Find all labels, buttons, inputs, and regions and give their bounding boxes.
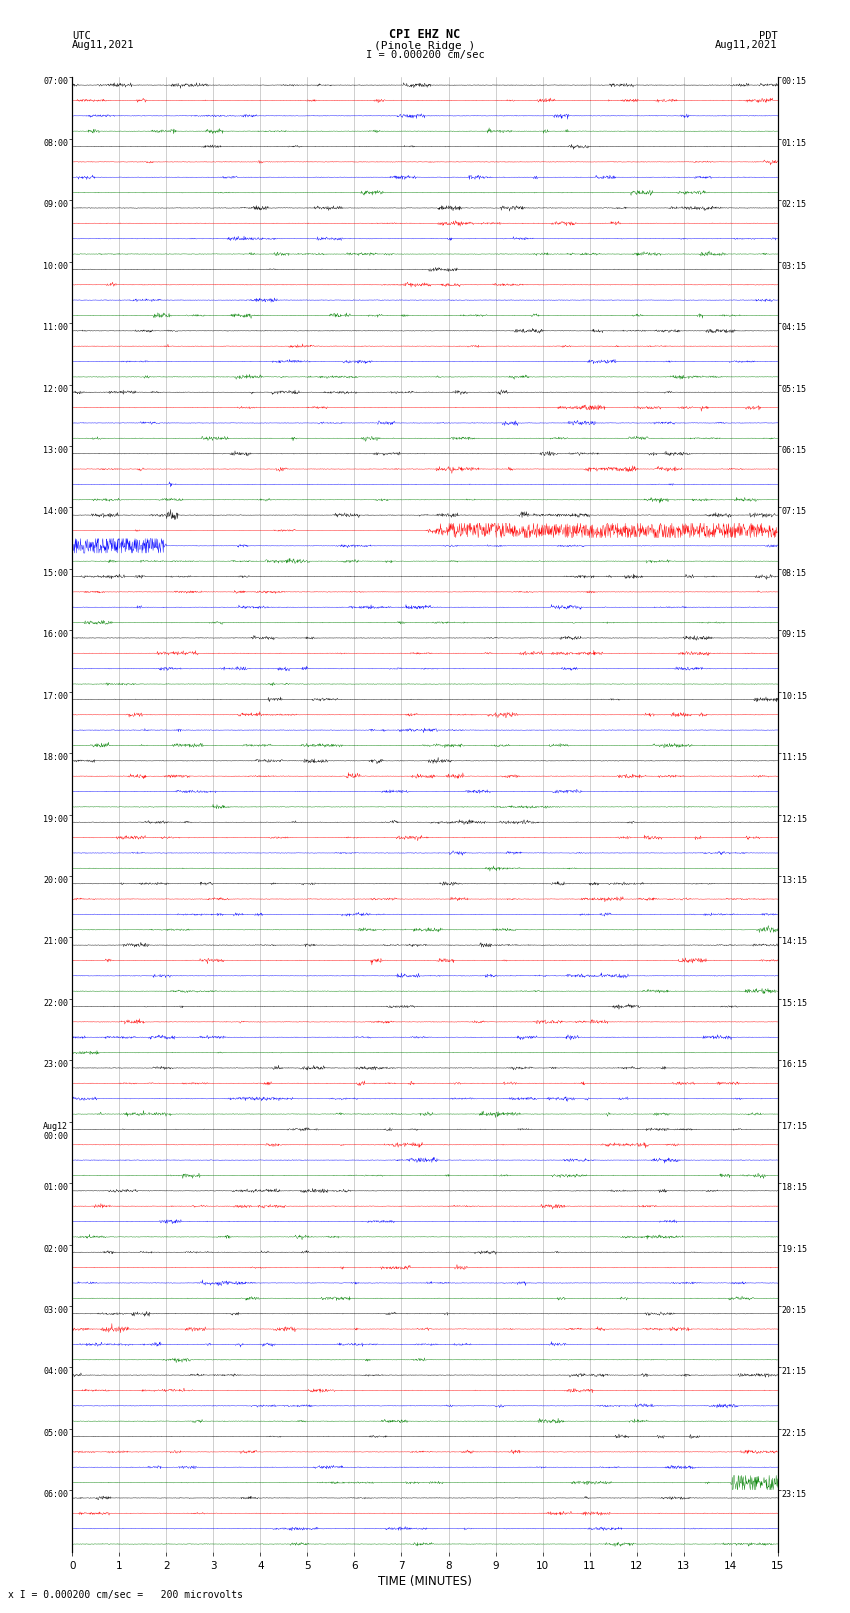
Text: I = 0.000200 cm/sec: I = 0.000200 cm/sec (366, 50, 484, 60)
Text: (Pinole Ridge ): (Pinole Ridge ) (374, 40, 476, 50)
Text: x I = 0.000200 cm/sec =   200 microvolts: x I = 0.000200 cm/sec = 200 microvolts (8, 1590, 243, 1600)
Text: Aug11,2021: Aug11,2021 (72, 40, 135, 50)
Text: CPI EHZ NC: CPI EHZ NC (389, 27, 461, 40)
X-axis label: TIME (MINUTES): TIME (MINUTES) (378, 1574, 472, 1587)
Text: PDT: PDT (759, 31, 778, 40)
Text: UTC: UTC (72, 31, 91, 40)
Text: Aug11,2021: Aug11,2021 (715, 40, 778, 50)
